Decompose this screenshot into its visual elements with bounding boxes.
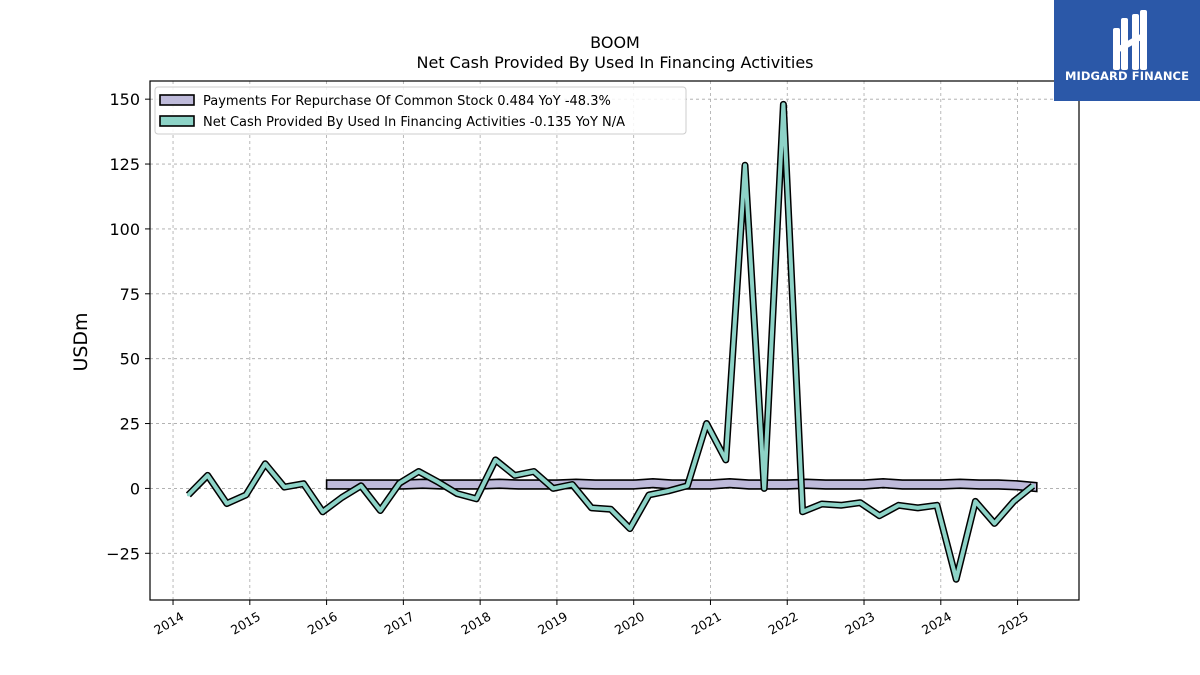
data-point bbox=[378, 509, 382, 512]
data-point bbox=[858, 501, 862, 505]
data-point bbox=[570, 483, 574, 486]
data-point bbox=[359, 484, 363, 488]
y-axis-label: USDm bbox=[70, 312, 92, 371]
data-point bbox=[954, 577, 958, 581]
data-point bbox=[532, 470, 536, 473]
data-point bbox=[839, 503, 843, 507]
data-point bbox=[781, 102, 785, 106]
data-point bbox=[302, 482, 306, 486]
data-point bbox=[436, 480, 440, 484]
data-point bbox=[916, 506, 920, 510]
data-point bbox=[186, 493, 190, 497]
x-tick-label: 2025 bbox=[996, 609, 1031, 638]
chart-title: BOOM bbox=[590, 33, 640, 52]
data-point bbox=[743, 163, 747, 167]
data-point bbox=[263, 462, 267, 466]
y-tick-label: 0 bbox=[130, 479, 140, 498]
y-tick-label: 75 bbox=[120, 285, 140, 304]
data-point bbox=[724, 458, 728, 462]
data-point bbox=[973, 499, 977, 503]
data-point bbox=[551, 486, 555, 490]
data-point bbox=[685, 484, 689, 488]
brand-logo: MIDGARD FINANCE bbox=[1054, 0, 1200, 101]
data-point bbox=[244, 493, 248, 497]
data-point bbox=[455, 492, 459, 496]
y-tick-label: 125 bbox=[109, 155, 140, 174]
data-point bbox=[628, 527, 632, 531]
data-point bbox=[494, 458, 497, 462]
y-tick-label: 150 bbox=[109, 90, 140, 109]
data-point bbox=[647, 493, 651, 497]
data-point bbox=[398, 481, 401, 485]
data-point bbox=[474, 497, 478, 501]
legend-frame bbox=[154, 86, 687, 135]
data-point bbox=[340, 496, 344, 499]
data-point bbox=[417, 470, 421, 473]
x-tick-label: 2024 bbox=[919, 609, 954, 638]
y-tick-label: 100 bbox=[109, 220, 140, 239]
legend-label: Payments For Repurchase Of Common Stock … bbox=[203, 94, 611, 109]
data-point bbox=[666, 489, 670, 493]
legend: Payments For Repurchase Of Common Stock … bbox=[154, 86, 687, 135]
data-point bbox=[820, 502, 824, 506]
x-tick-label: 2021 bbox=[689, 609, 724, 638]
x-tick-label: 2015 bbox=[228, 609, 263, 638]
data-point bbox=[801, 510, 805, 514]
data-point bbox=[1012, 499, 1016, 503]
plot-area bbox=[185, 100, 1038, 583]
data-point bbox=[590, 506, 593, 510]
x-tick-label: 2017 bbox=[382, 609, 417, 638]
data-point bbox=[282, 485, 286, 489]
y-tick-label: 25 bbox=[120, 415, 140, 434]
logo-mark-icon bbox=[1113, 10, 1147, 70]
legend-swatch bbox=[159, 94, 195, 106]
chart-subtitle: Net Cash Provided By Used In Financing A… bbox=[416, 53, 813, 72]
x-tick-label: 2023 bbox=[842, 609, 877, 638]
legend-label: Net Cash Provided By Used In Financing A… bbox=[203, 115, 625, 130]
data-point bbox=[1031, 484, 1035, 488]
data-point bbox=[609, 507, 613, 511]
data-point bbox=[993, 521, 996, 525]
x-tick-label: 2022 bbox=[765, 609, 800, 638]
data-point bbox=[321, 510, 325, 514]
x-tick-label: 2018 bbox=[458, 609, 493, 638]
y-tick-label: 50 bbox=[120, 350, 140, 369]
y-tick-label: −25 bbox=[106, 544, 140, 563]
x-tick-label: 2019 bbox=[535, 609, 570, 638]
data-point bbox=[513, 473, 517, 477]
legend-swatch bbox=[159, 115, 195, 127]
data-point bbox=[225, 502, 229, 505]
plot-frame bbox=[149, 80, 1080, 601]
data-point bbox=[762, 486, 766, 490]
x-tick-label: 2020 bbox=[612, 609, 647, 638]
data-point bbox=[705, 422, 709, 425]
data-point bbox=[897, 503, 901, 507]
x-tick-label: 2016 bbox=[305, 609, 340, 638]
x-tick-label: 2014 bbox=[151, 609, 186, 638]
data-point bbox=[206, 473, 210, 477]
data-point bbox=[877, 514, 881, 518]
data-point bbox=[935, 503, 939, 507]
brand-name: MIDGARD FINANCE bbox=[1064, 69, 1190, 83]
axis-ticks: 2014 2015 2016 2017 2018 2019 2020 2021 2022 2023… bbox=[106, 90, 1031, 637]
